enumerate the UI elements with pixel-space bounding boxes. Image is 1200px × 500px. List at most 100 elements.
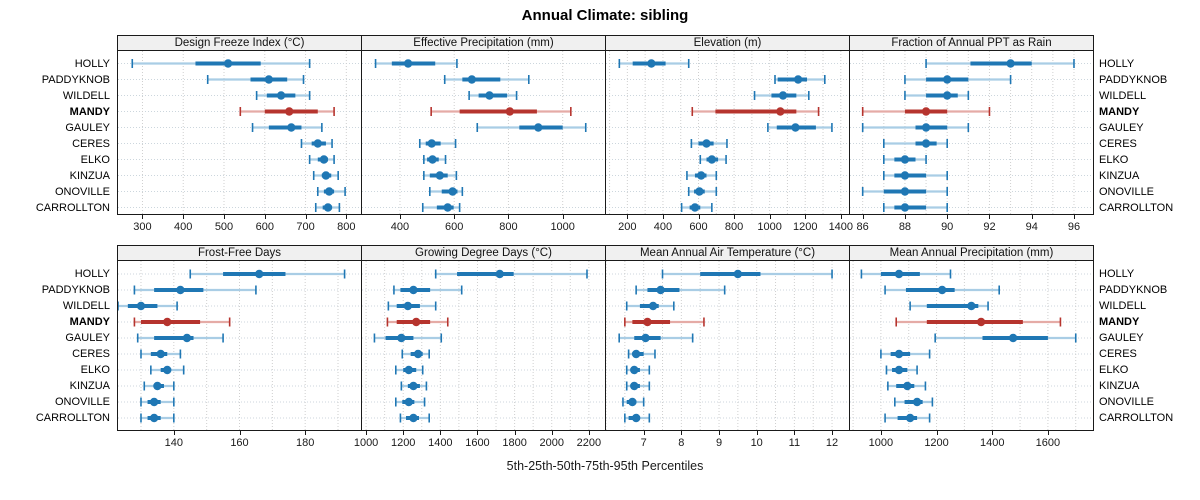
axis-tick [346, 215, 348, 219]
median-dot [276, 91, 286, 100]
percentile-whisker [133, 285, 257, 295]
percentile-whisker [206, 75, 305, 84]
axis-tick-label: 1000 [757, 221, 782, 233]
percentile-whisker [625, 301, 675, 311]
median-dot [313, 139, 322, 148]
percentile-whisker [625, 381, 651, 391]
x-axis: 7 8 9 10 11 12 [606, 431, 849, 455]
site-label-left: ONOVILLE [54, 185, 110, 198]
site-label-right: KINZUA [1099, 380, 1140, 392]
median-dot [435, 171, 445, 180]
axis-tick-label: 400 [390, 221, 410, 233]
panel-header: Mean Annual Precipitation (mm) [849, 245, 1094, 262]
site-label-right: GAULEY [1099, 332, 1144, 344]
axis-tick [769, 215, 771, 219]
axis-tick [1073, 215, 1075, 219]
percentile-whisker [774, 75, 826, 84]
median-dot [733, 269, 743, 279]
axis-tick [904, 215, 906, 219]
median-dot [149, 413, 159, 423]
axis-tick [832, 431, 834, 435]
percentile-whisker [680, 203, 713, 212]
site-label-left: ELKO [80, 364, 110, 376]
axis-tick-label: 700 [296, 221, 315, 233]
median-dot [702, 139, 711, 148]
percentile-whisker [861, 187, 948, 196]
median-dot [1006, 59, 1015, 68]
percentile-whisker [143, 381, 175, 391]
axis-tick [794, 431, 796, 435]
median-dot [707, 155, 717, 164]
axis-tick-label: 1000 [868, 437, 894, 449]
median-dot [427, 139, 436, 148]
axis-tick-label: 1200 [792, 221, 818, 233]
percentile-whisker [661, 269, 833, 279]
percentile-whisker [686, 171, 718, 180]
axis-tick [183, 215, 185, 219]
median-dot [631, 413, 641, 423]
percentile-whisker [423, 171, 458, 180]
percentile-whisker [394, 365, 424, 375]
axis-tick [719, 431, 721, 435]
median-dot [894, 365, 904, 375]
median-dot [921, 139, 931, 148]
median-dot [403, 59, 413, 68]
percentile-whisker [884, 413, 931, 423]
median-dot [413, 349, 423, 359]
axis-tick-label: 1600 [465, 437, 490, 449]
median-dot [921, 123, 931, 132]
percentile-whisker [140, 397, 175, 407]
median-dot [905, 413, 915, 423]
axis-tick-label: 94 [1025, 221, 1038, 233]
percentile-whisker [883, 203, 948, 212]
median-dot [285, 107, 294, 116]
axis-tick [440, 431, 442, 435]
axis-tick-label: 88 [898, 221, 912, 233]
median-dot [793, 75, 803, 84]
median-dot [1008, 333, 1018, 343]
site-label-left: ONOVILLE [54, 396, 110, 408]
percentile-whisker [934, 333, 1077, 343]
axis-tick-label: 11 [788, 437, 801, 449]
median-dot [943, 75, 952, 84]
axis-tick-label: 180 [295, 437, 315, 449]
percentile-whisker [136, 333, 224, 343]
median-dot [900, 155, 910, 164]
x-axis: 1000 1200 1400 1600 1800 2000 2200 [354, 431, 605, 455]
percentile-whisker [883, 155, 927, 164]
axis-tick-label: 500 [214, 221, 234, 233]
x-axis: 140 160 180 [118, 431, 361, 455]
axis-tick-label: 1400 [428, 437, 453, 449]
axis-tick [142, 215, 144, 219]
percentile-whisker [387, 301, 437, 311]
percentile-whisker [476, 123, 587, 132]
axis-tick [734, 215, 736, 219]
axis-tick-label: 600 [689, 221, 708, 233]
percentile-whisker [635, 285, 726, 295]
percentile-whisker [904, 91, 970, 100]
axis-tick [399, 215, 401, 219]
axis-tick [1031, 215, 1033, 219]
axis-tick-label: 1000 [550, 221, 575, 233]
percentile-whisker [140, 413, 175, 423]
site-label-right: CERES [1099, 137, 1137, 150]
x-axis: 300 400 500 600 700 800 [118, 215, 361, 239]
percentile-whisker [753, 91, 810, 100]
axis-tick [264, 215, 266, 219]
percentile-whisker [883, 139, 948, 148]
median-dot [136, 301, 146, 311]
axis-tick [508, 215, 510, 219]
median-dot [404, 365, 413, 375]
panel-plot-svg [606, 51, 849, 214]
axis-tick-label: 1000 [353, 437, 379, 449]
panel-plot [361, 260, 606, 431]
axis-tick-label: 90 [941, 221, 954, 233]
panel-plot [605, 50, 850, 215]
axis-tick-label: 400 [174, 221, 193, 233]
site-label-left: MANDY [69, 105, 110, 118]
site-label-left: HOLLY [74, 57, 110, 70]
site-label-left: WILDELL [62, 89, 110, 102]
site-label-left: KINZUA [69, 380, 110, 392]
median-dot [943, 91, 952, 100]
percentile-whisker [393, 285, 463, 295]
